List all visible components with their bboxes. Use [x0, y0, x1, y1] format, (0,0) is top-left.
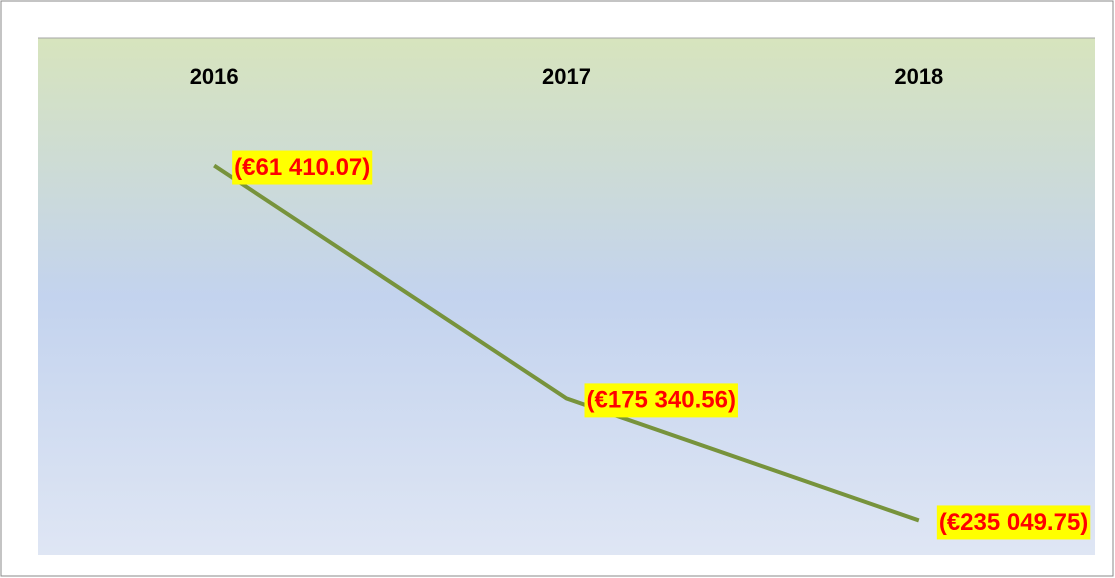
- data-label: (€61 410.07): [234, 154, 370, 181]
- data-label-background: [936, 505, 1091, 540]
- x-tick-label: 2018: [894, 64, 943, 89]
- x-tick-label: 2017: [542, 64, 591, 89]
- data-label-background: [584, 383, 738, 418]
- data-label-background: [232, 150, 373, 185]
- data-label: (€175 340.56): [587, 387, 736, 414]
- plot-area: [38, 38, 1095, 555]
- line-series: [213, 163, 920, 523]
- x-tick-label: 2016: [190, 64, 239, 89]
- data-label: (€235 049.75): [939, 509, 1088, 536]
